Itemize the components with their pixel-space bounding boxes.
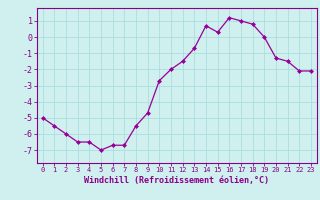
X-axis label: Windchill (Refroidissement éolien,°C): Windchill (Refroidissement éolien,°C) xyxy=(84,176,269,185)
